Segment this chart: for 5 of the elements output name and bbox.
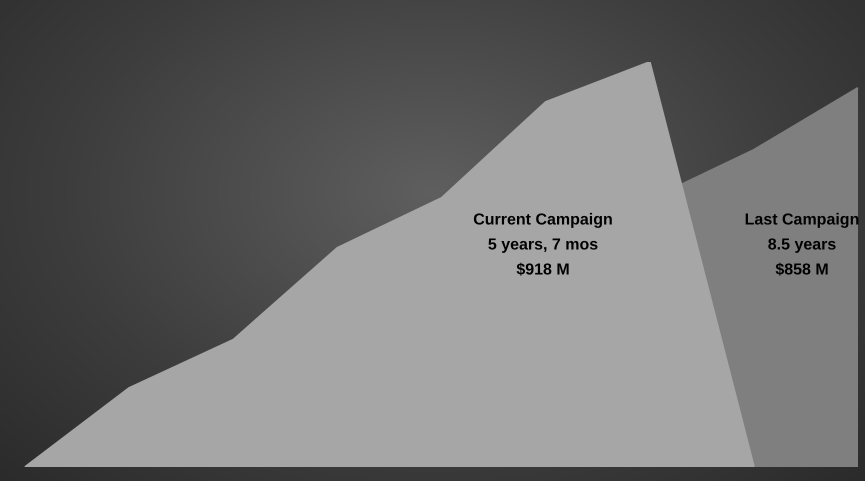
annotation: $858 M xyxy=(775,261,829,278)
series-label: Current Campaign xyxy=(473,211,613,228)
annotation: 8.5 years xyxy=(768,236,836,254)
annotation: 5 years, 7 mos xyxy=(488,236,598,254)
annotation: $918 M xyxy=(516,261,570,278)
